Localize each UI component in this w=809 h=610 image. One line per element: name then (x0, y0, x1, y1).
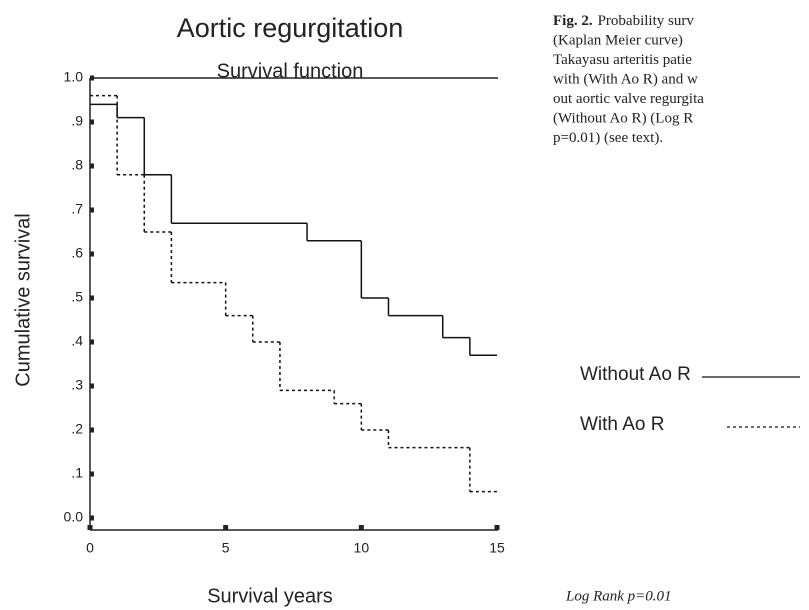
y-tick (90, 427, 94, 433)
y-tick (90, 383, 94, 389)
y-tick-label: .8 (71, 157, 83, 173)
footnote: Log Rank p=0.01 (565, 588, 672, 604)
caption-line: Fig. 2. Probability surv (553, 13, 694, 29)
caption-line: (Without Ao R) (Log R (553, 111, 693, 127)
y-tick (90, 471, 94, 477)
y-tick-label: 1.0 (64, 69, 84, 85)
y-tick (90, 295, 94, 301)
x-tick-label: 0 (86, 540, 94, 556)
x-tick (358, 525, 364, 530)
caption-text: Takayasu arteritis patie (553, 52, 692, 68)
caption-text: with (With Ao R) and w (553, 72, 698, 88)
caption-line: with (With Ao R) and w (553, 72, 698, 88)
caption-text: p=0.01) (see text). (553, 130, 663, 146)
y-tick (90, 251, 94, 257)
x-tick (494, 525, 500, 530)
y-axis-label: Cumulative survival (12, 213, 34, 386)
x-axis-label: Survival years (207, 585, 333, 607)
chart-title: Aortic regurgitation (177, 13, 404, 43)
legend-label: Without Ao R (580, 364, 691, 385)
caption-line: Takayasu arteritis patie (553, 52, 692, 68)
y-tick-label: .5 (71, 289, 83, 305)
y-tick-label: 0.0 (64, 509, 84, 525)
chart-subtitle: Survival function (217, 60, 364, 82)
y-tick-label: .6 (71, 245, 83, 261)
y-tick (90, 119, 94, 125)
y-tick (90, 207, 94, 213)
y-tick-label: .9 (71, 113, 83, 129)
y-tick-label: .7 (71, 201, 83, 217)
y-tick-label: .3 (71, 377, 83, 393)
y-tick (90, 75, 94, 81)
caption-text: (Kaplan Meier curve) (553, 33, 683, 49)
y-tick-label: .2 (71, 421, 83, 437)
x-tick-label: 15 (489, 540, 505, 556)
caption-label: Fig. 2. (553, 13, 593, 29)
x-tick (87, 525, 93, 530)
y-tick (90, 339, 94, 345)
caption-text: Probability surv (598, 13, 695, 29)
caption-line: out aortic valve regurgita (553, 91, 704, 107)
legend-label: With Ao R (580, 414, 664, 435)
y-tick (90, 515, 94, 521)
x-tick (223, 525, 229, 530)
caption-text: (Without Ao R) (Log R (553, 111, 693, 127)
y-tick-label: .1 (71, 465, 83, 481)
y-tick-label: .4 (71, 333, 83, 349)
caption-line: p=0.01) (see text). (553, 130, 663, 146)
caption: Fig. 2. Probability surv (Kaplan Meier cur… (553, 13, 704, 146)
caption-text: out aortic valve regurgita (553, 91, 704, 107)
y-tick (90, 163, 94, 169)
caption-line: (Kaplan Meier curve) (553, 33, 683, 49)
x-tick-label: 5 (222, 540, 230, 556)
x-tick-label: 10 (354, 540, 370, 556)
